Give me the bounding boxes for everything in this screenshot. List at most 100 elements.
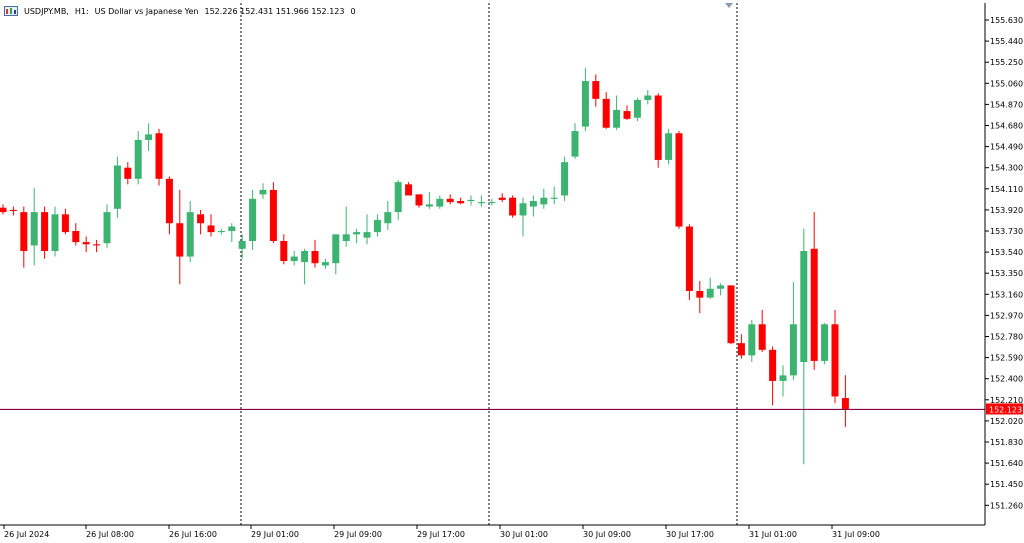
candle[interactable] [113,156,121,218]
candle[interactable] [446,194,454,205]
candle[interactable] [467,195,475,206]
candle[interactable] [550,186,558,205]
time-tick-label: 29 Jul 17:00 [417,530,465,539]
candle[interactable] [353,228,361,244]
candle-body [280,240,288,261]
candle[interactable] [134,131,142,185]
candle[interactable] [529,195,537,217]
candle[interactable] [665,128,673,165]
candle-body [217,231,225,233]
bid-line-layer: 152.123 [0,403,1023,415]
candle[interactable] [103,204,111,248]
candle[interactable] [415,194,423,208]
candle[interactable] [41,206,49,259]
candle-body [446,198,454,203]
candle[interactable] [758,309,766,353]
candle[interactable] [685,224,693,300]
candle[interactable] [519,197,527,237]
candle[interactable] [384,201,392,230]
candle[interactable] [509,195,517,218]
candle[interactable] [425,192,433,209]
candle[interactable] [280,234,288,265]
candle[interactable] [363,214,371,245]
candle[interactable] [301,248,309,285]
candle[interactable] [727,285,735,345]
candle[interactable] [613,95,621,130]
candle[interactable] [717,283,725,296]
candle[interactable] [706,277,714,299]
candle[interactable] [394,179,402,220]
candle[interactable] [259,183,267,199]
candle[interactable] [290,250,298,266]
candle-body [259,189,267,195]
candle[interactable] [155,128,163,186]
candle[interactable] [332,234,340,275]
candle[interactable] [176,189,184,285]
candle-body [717,285,725,289]
candle[interactable] [51,206,59,257]
candle[interactable] [769,346,777,406]
candle-body [654,95,662,160]
candle-body [789,324,797,376]
candle[interactable] [602,92,610,129]
candle[interactable] [696,280,704,314]
candle[interactable] [592,74,600,107]
price-tick-label: 155.440 [990,37,1023,46]
candle[interactable] [779,365,787,397]
candle[interactable] [61,208,69,235]
candle[interactable] [581,67,589,132]
candle[interactable] [269,182,277,244]
candle[interactable] [207,214,215,237]
candle[interactable] [748,319,756,363]
candle[interactable] [124,162,132,185]
candle[interactable] [654,93,662,168]
candle[interactable] [30,187,38,266]
candle[interactable] [93,239,101,253]
candle[interactable] [82,236,90,253]
candle[interactable] [20,206,28,268]
candle[interactable] [145,123,153,152]
price-tick-label: 154.490 [990,143,1023,152]
candle[interactable] [72,223,80,246]
candle[interactable] [675,131,683,229]
candle[interactable] [436,195,444,209]
price-tick-label: 154.680 [990,122,1023,131]
candle[interactable] [238,234,246,259]
candle[interactable] [197,209,205,235]
candle[interactable] [821,323,829,365]
candle[interactable] [633,97,641,122]
candle[interactable] [831,309,839,404]
candle-body [61,214,69,233]
candle[interactable] [571,123,579,159]
candle[interactable] [342,206,350,247]
candle[interactable] [737,334,745,359]
candle[interactable] [249,189,257,250]
candle[interactable] [789,282,797,380]
candle[interactable] [841,375,849,427]
candle[interactable] [9,206,17,216]
scroll-marker-icon[interactable] [725,3,733,8]
candle[interactable] [477,195,485,207]
candle[interactable] [561,156,569,202]
candle[interactable] [186,201,194,263]
candle[interactable] [623,105,631,120]
candle[interactable] [165,176,173,235]
symbol-label: USDJPY.MB, [24,6,69,16]
candle[interactable] [644,89,652,105]
candle[interactable] [217,228,225,235]
candle-body [696,290,704,298]
candle[interactable] [498,193,506,203]
candle[interactable] [228,223,236,243]
candle[interactable] [810,212,818,370]
candle[interactable] [540,188,548,209]
candle[interactable] [311,239,319,268]
candle[interactable] [488,198,496,206]
candle[interactable] [373,214,381,237]
candle[interactable] [0,204,7,215]
candle[interactable] [321,258,329,269]
candle[interactable] [457,197,465,205]
candle[interactable] [800,228,808,465]
candle[interactable] [405,182,413,196]
